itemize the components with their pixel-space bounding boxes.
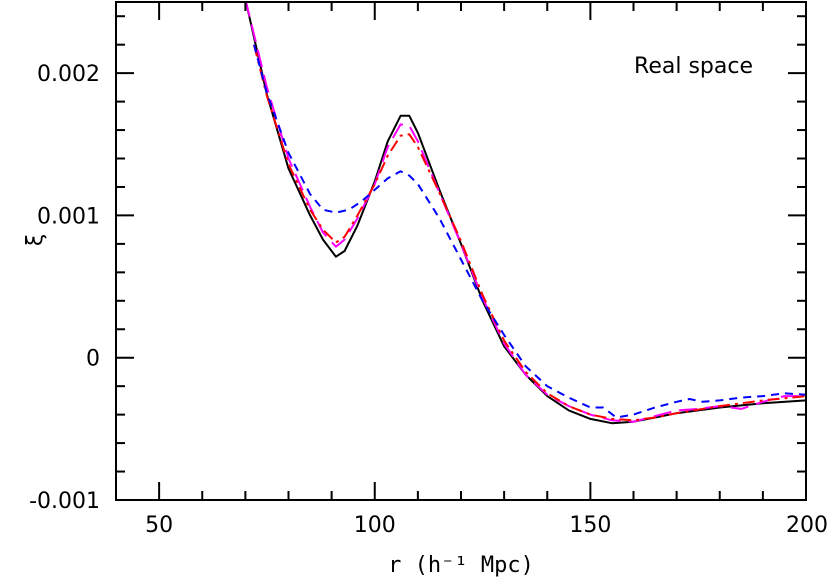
x-tick-label: 150	[569, 513, 611, 538]
tick-labels-layer: 50 100 150 200 -0.001 0 0.001 0.002	[29, 62, 828, 538]
y-axis-label: ξ	[23, 233, 48, 246]
ticks-layer	[115, 2, 807, 501]
series-layer	[245, 2, 806, 425]
x-tick-label: 50	[145, 513, 173, 538]
annotation-real-space: Real space	[634, 54, 753, 79]
series-line-3-dash-dot	[253, 44, 806, 422]
series-line-2-long-dash	[245, 2, 806, 423]
x-tick-label: 100	[354, 513, 396, 538]
x-tick-label: 200	[786, 513, 828, 538]
y-tick-label: 0.001	[37, 204, 100, 229]
y-tick-label: 0	[86, 347, 100, 372]
series-line-4-short-dash	[253, 44, 806, 419]
y-tick-label: 0.002	[37, 62, 100, 87]
x-axis-label: r (h⁻¹ Mpc)	[388, 553, 534, 578]
y-tick-label: -0.001	[29, 489, 100, 514]
